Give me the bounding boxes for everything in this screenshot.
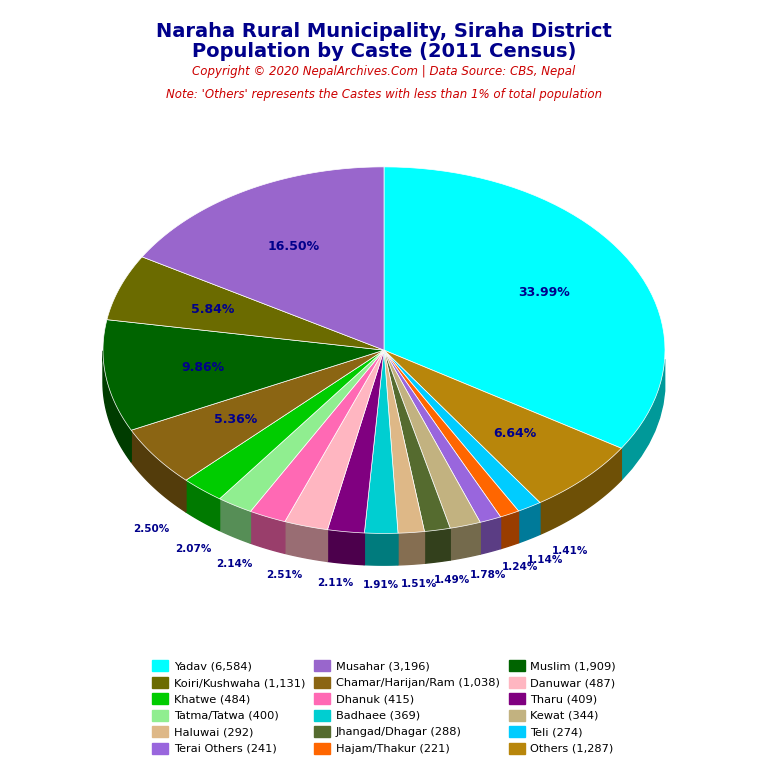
Text: 1.49%: 1.49% bbox=[434, 575, 471, 585]
Text: 2.11%: 2.11% bbox=[317, 578, 353, 588]
Polygon shape bbox=[384, 350, 425, 533]
Text: 1.24%: 1.24% bbox=[502, 562, 538, 572]
Polygon shape bbox=[425, 528, 450, 563]
Text: Copyright © 2020 NepalArchives.Com | Data Source: CBS, Nepal: Copyright © 2020 NepalArchives.Com | Dat… bbox=[192, 65, 576, 78]
Polygon shape bbox=[398, 531, 425, 565]
Text: 1.91%: 1.91% bbox=[362, 580, 399, 590]
Polygon shape bbox=[327, 350, 384, 533]
Polygon shape bbox=[186, 480, 220, 531]
Polygon shape bbox=[501, 511, 518, 548]
Text: 1.41%: 1.41% bbox=[552, 546, 588, 556]
Polygon shape bbox=[384, 350, 501, 522]
Text: 2.50%: 2.50% bbox=[133, 524, 170, 534]
Text: 1.14%: 1.14% bbox=[527, 555, 563, 565]
Text: 5.84%: 5.84% bbox=[190, 303, 234, 316]
Polygon shape bbox=[384, 350, 540, 511]
Polygon shape bbox=[186, 350, 384, 498]
Polygon shape bbox=[450, 522, 480, 560]
Text: 2.51%: 2.51% bbox=[266, 571, 302, 581]
Text: 1.51%: 1.51% bbox=[401, 578, 437, 588]
Polygon shape bbox=[621, 359, 664, 480]
Text: 2.07%: 2.07% bbox=[175, 544, 211, 554]
Polygon shape bbox=[250, 350, 384, 521]
Polygon shape bbox=[250, 511, 285, 554]
Polygon shape bbox=[131, 430, 186, 512]
Text: 33.99%: 33.99% bbox=[518, 286, 570, 300]
Polygon shape bbox=[384, 167, 665, 449]
Polygon shape bbox=[107, 257, 384, 350]
Legend: Yadav (6,584), Koiri/Kushwaha (1,131), Khatwe (484), Tatma/Tatwa (400), Haluwai : Yadav (6,584), Koiri/Kushwaha (1,131), K… bbox=[147, 656, 621, 759]
Text: 2.14%: 2.14% bbox=[217, 558, 253, 568]
Polygon shape bbox=[285, 521, 327, 561]
Polygon shape bbox=[103, 351, 131, 462]
Text: Naraha Rural Municipality, Siraha District: Naraha Rural Municipality, Siraha Distri… bbox=[156, 22, 612, 41]
Polygon shape bbox=[285, 350, 384, 530]
Text: 16.50%: 16.50% bbox=[267, 240, 319, 253]
Text: 1.78%: 1.78% bbox=[470, 570, 506, 580]
Polygon shape bbox=[142, 167, 384, 350]
Polygon shape bbox=[327, 530, 364, 564]
Polygon shape bbox=[480, 517, 501, 554]
Polygon shape bbox=[518, 502, 540, 543]
Polygon shape bbox=[384, 350, 480, 528]
Text: 5.36%: 5.36% bbox=[214, 413, 257, 426]
Text: Population by Caste (2011 Census): Population by Caste (2011 Census) bbox=[192, 42, 576, 61]
Text: 9.86%: 9.86% bbox=[181, 360, 225, 373]
Polygon shape bbox=[220, 350, 384, 511]
Polygon shape bbox=[384, 350, 450, 531]
Text: Note: 'Others' represents the Castes with less than 1% of total population: Note: 'Others' represents the Castes wit… bbox=[166, 88, 602, 101]
Polygon shape bbox=[540, 449, 621, 535]
Polygon shape bbox=[364, 350, 398, 534]
Polygon shape bbox=[103, 319, 384, 430]
Polygon shape bbox=[384, 350, 621, 502]
Polygon shape bbox=[220, 498, 250, 543]
Polygon shape bbox=[364, 533, 398, 565]
Polygon shape bbox=[131, 350, 384, 480]
Polygon shape bbox=[384, 350, 518, 517]
Text: 6.64%: 6.64% bbox=[493, 427, 536, 440]
